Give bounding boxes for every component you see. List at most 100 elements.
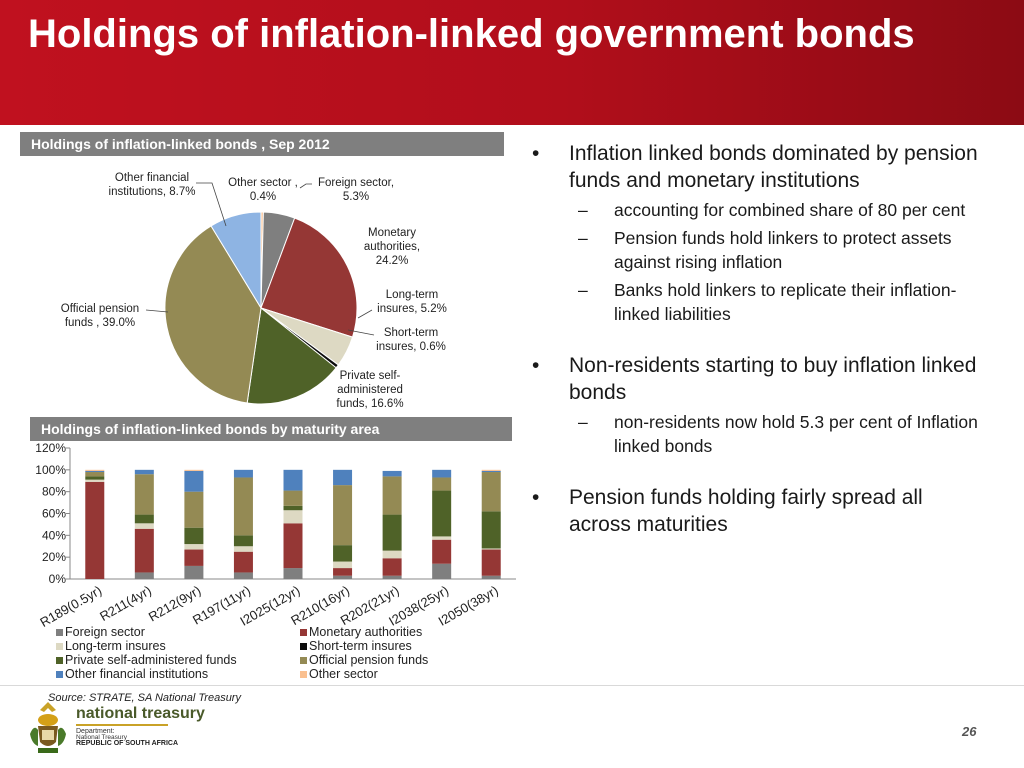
pie-data-label: Official pension funds , 39.0% [60,303,140,329]
y-tick-label: 100% [35,463,66,477]
bar-segment-monetary-authorities [184,549,204,566]
x-tick-label: R211(4yr) [97,583,154,624]
bar-segment-monetary-authorities [85,481,105,579]
legend-label: Foreign sector [65,625,145,639]
bar-chart: 0% 20% 40% 60% 80% 100% 120% R189(0.5yr)R211(4y… [35,441,516,681]
bar-segment-foreign-sector [333,575,353,579]
bar-segment-private-self-administered-funds [283,505,303,511]
logo-line-treasury: National Treasury [76,734,127,741]
bar-segment-other-financial-institutions [283,469,303,491]
bar-segment-monetary-authorities [382,558,402,576]
logo-rule [76,724,168,726]
pie-leader-line [357,309,373,319]
pie-data-label: Monetary authorities, 24.2% [363,227,421,267]
bar-segment-private-self-administered-funds [481,511,501,549]
bar-segment-private-self-administered-funds [382,514,402,551]
legend-swatch-monetary-authorities [300,629,307,636]
footer-divider [0,685,1024,686]
pie-leader-line [145,309,169,313]
pie-leader-line [299,183,312,189]
bar-segment-other-sector [184,469,204,471]
pie-data-label: Short-term insures, 0.6% [376,327,446,353]
bar-segment-long-term-insures [134,523,154,529]
bar-segment-foreign-sector [382,575,402,579]
bar-segment-long-term-insures [481,548,501,550]
bar-segment-private-self-administered-funds [134,514,154,524]
pie-chart-title: Holdings of inflation-linked bonds , Sep… [20,132,504,156]
bar-segment-other-sector [481,469,501,471]
bar-segment-monetary-authorities [333,568,353,576]
bar-segment-long-term-insures [283,510,303,524]
bar-segment-other-financial-institutions [134,469,154,475]
y-tick-label: 80% [42,485,66,499]
bar-segment-monetary-authorities [233,551,253,573]
coat-of-arms-logo [30,702,66,753]
bar-segment-long-term-insures [382,550,402,559]
legend-label: Other sector [309,667,378,681]
legend-swatch-official-pension-funds [300,657,307,664]
bar-segment-official-pension-funds [382,476,402,515]
legend-label: Private self-administered funds [65,653,237,667]
bullet-item: Pension funds holding fairly spread all … [528,484,988,538]
bar-segment-official-pension-funds [481,472,501,512]
legend-label: Other financial institutions [65,667,208,681]
pie-data-label: Private self-administered funds, 16.6% [336,370,404,410]
bar-segment-foreign-sector [481,575,501,579]
bar-segment-private-self-administered-funds [85,476,105,480]
bar-segment-other-financial-institutions [184,470,204,492]
pie-leader-line [196,182,227,227]
sub-bullet-item: Banks hold linkers to replicate their in… [528,278,988,326]
bar-segment-long-term-insures [432,536,452,540]
bar-segment-long-term-insures [233,546,253,552]
sub-bullet-item: accounting for combined share of 80 per … [528,198,988,222]
y-tick-label: 20% [42,550,66,564]
bar-segment-foreign-sector [184,565,204,579]
bar-segment-other-financial-institutions [382,470,402,477]
bar-segment-long-term-insures [184,544,204,550]
pie-data-label: Foreign sector, 5.3% [317,177,395,203]
x-tick-label: R189(0.5yr) [37,583,104,630]
sub-bullet-item: Pension funds hold linkers to protect as… [528,226,988,274]
bar-segment-long-term-insures [85,479,105,482]
title-banner: Holdings of inflation-linked government … [0,0,1024,125]
bar-segment-foreign-sector [134,572,154,579]
logo-name: national treasury [76,705,205,722]
bar-segment-foreign-sector [432,563,452,579]
legend-label: Long-term insures [65,639,166,653]
y-tick-label: 60% [42,507,66,521]
bar-segment-official-pension-funds [233,477,253,536]
bar-segment-other-sector [85,469,105,471]
bar-segment-official-pension-funds [333,485,353,546]
bar-segment-official-pension-funds [432,477,452,491]
legend-swatch-other-sector [300,671,307,678]
source-note: Source: STRATE, SA National Treasury [48,692,241,704]
bar-segment-foreign-sector [233,572,253,579]
legend-swatch-foreign-sector [56,629,63,636]
bar-segment-other-financial-institutions [481,470,501,473]
pie-data-label: Other sector , 0.4% [228,177,298,203]
legend-swatch-private-self-administered-funds [56,657,63,664]
legend-swatch-long-term-insures [56,643,63,650]
bar-segment-private-self-administered-funds [333,545,353,562]
bullet-item: Inflation linked bonds dominated by pens… [528,140,988,194]
legend-swatch-other-financial-institutions [56,671,63,678]
bar-segment-official-pension-funds [85,472,105,477]
bar-segment-monetary-authorities [283,523,303,569]
pie-data-label: Other financial institutions, 8.7% [108,172,196,198]
bar-segment-private-self-administered-funds [233,535,253,547]
bar-segment-other-financial-institutions [333,469,353,486]
legend-label: Official pension funds [309,653,428,667]
bar-segment-other-financial-institutions [85,470,105,473]
bullet-list: Inflation linked bonds dominated by pens… [528,140,988,538]
bar-segment-foreign-sector [283,568,303,579]
pie-slice-monetary-authorities [260,217,358,338]
bar-segment-private-self-administered-funds [184,527,204,545]
pie-slice-other-financial-institutions [210,211,262,310]
pie-chart [145,182,375,405]
pie-slice-private-self-administered-funds [246,307,337,405]
legend-label: Monetary authorities [309,625,422,639]
bar-segment-official-pension-funds [184,491,204,528]
sub-bullet-item: non-residents now hold 5.3 per cent of I… [528,410,988,458]
pie-leader-line [347,329,375,336]
logo-line-country: REPUBLIC OF SOUTH AFRICA [76,740,179,747]
